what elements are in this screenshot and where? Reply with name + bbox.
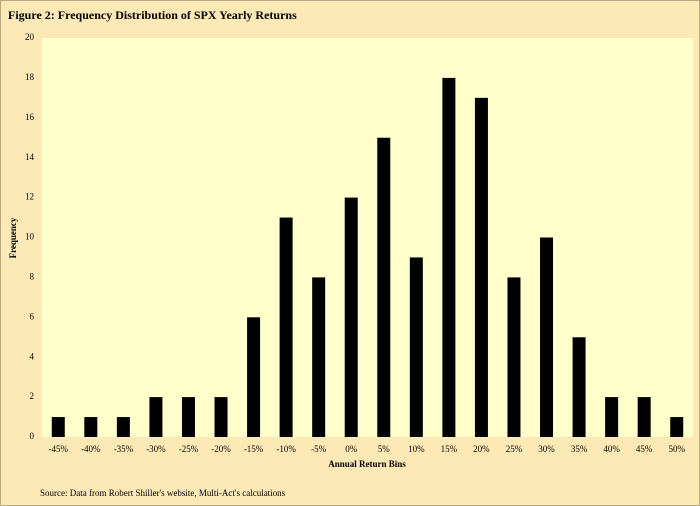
y-tick-label: 20 [25, 32, 35, 42]
x-tick-label: 0% [345, 444, 358, 454]
x-tick-label: -40% [81, 444, 101, 454]
x-tick-label: 20% [473, 444, 490, 454]
bar [247, 317, 261, 437]
bar [214, 397, 228, 437]
bar [442, 77, 456, 438]
bar [377, 137, 391, 437]
bar [181, 397, 195, 437]
x-tick-label: -10% [276, 444, 296, 454]
bar [279, 217, 293, 437]
bar [149, 397, 163, 437]
chart-title: Figure 2: Frequency Distribution of SPX … [8, 8, 297, 22]
x-tick-label: -25% [179, 444, 199, 454]
x-axis-title: Annual Return Bins [328, 459, 406, 469]
y-tick-label: 8 [30, 271, 35, 281]
bar [637, 397, 651, 437]
bar [507, 277, 521, 437]
y-tick-label: 6 [30, 311, 35, 321]
y-tick-label: 4 [30, 351, 35, 361]
x-tick-label: 25% [506, 444, 523, 454]
x-tick-label: 10% [408, 444, 425, 454]
y-axis-title: Frequency [8, 217, 18, 258]
bar [540, 237, 554, 437]
x-tick-label: -45% [49, 444, 69, 454]
x-tick-label: -5% [311, 444, 326, 454]
bar [116, 417, 130, 437]
y-tick-label: 16 [25, 112, 35, 122]
x-tick-label: 40% [603, 444, 620, 454]
y-tick-label: 10 [25, 232, 35, 242]
bar [474, 97, 488, 437]
x-tick-label: -20% [211, 444, 231, 454]
y-tick-label: 18 [25, 72, 35, 82]
x-tick-label: 50% [668, 444, 685, 454]
x-tick-label: 15% [441, 444, 458, 454]
x-tick-label: -30% [146, 444, 166, 454]
x-tick-label: 35% [571, 444, 588, 454]
source-note: Source: Data from Robert Shiller's websi… [40, 488, 286, 498]
bar [605, 397, 619, 437]
y-tick-label: 2 [30, 391, 35, 401]
x-tick-label: -15% [244, 444, 264, 454]
y-tick-label: 0 [30, 431, 35, 441]
bar [84, 417, 98, 437]
bar [409, 257, 423, 437]
x-tick-label: 5% [378, 444, 391, 454]
bar [51, 417, 65, 437]
y-tick-label: 12 [25, 192, 34, 202]
bar [572, 337, 586, 437]
bar [344, 197, 358, 437]
x-tick-label: 45% [636, 444, 653, 454]
x-tick-label: -35% [114, 444, 134, 454]
x-tick-label: 30% [538, 444, 555, 454]
bar [670, 417, 684, 437]
bar [312, 277, 326, 437]
y-tick-label: 14 [25, 152, 35, 162]
plot-area [42, 38, 693, 437]
